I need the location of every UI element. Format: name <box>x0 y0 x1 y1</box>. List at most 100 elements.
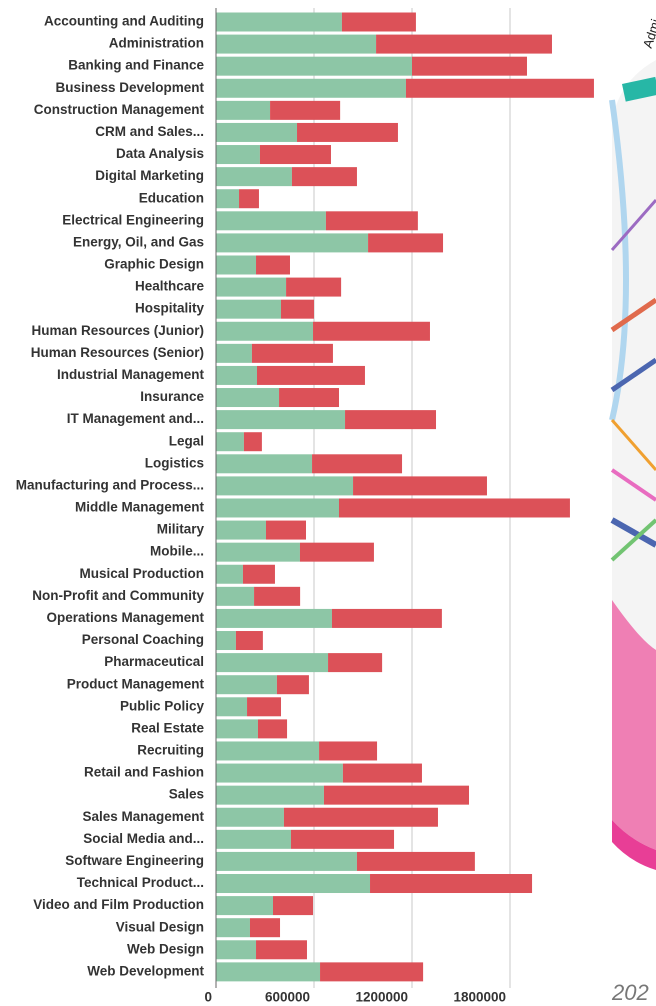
y-tick-label: Sales <box>169 787 204 802</box>
side-year: 202 <box>611 980 649 1005</box>
bar-segment <box>216 122 298 142</box>
y-tick-label: Product Management <box>67 676 205 691</box>
bar-segment <box>412 56 527 76</box>
y-tick-label: Social Media and... <box>83 831 204 846</box>
bar-segment <box>345 410 437 430</box>
bar-segment <box>323 785 470 805</box>
bar-segment <box>216 520 266 540</box>
bar-segment <box>331 608 442 628</box>
bar-segment <box>216 189 240 209</box>
bar-segment <box>216 432 244 452</box>
bar-segment <box>216 542 300 562</box>
y-tick-label: Mobile... <box>150 544 204 559</box>
bar-segment <box>216 763 343 783</box>
y-tick-label: Military <box>157 522 205 537</box>
bar-segment <box>216 719 258 739</box>
bar-segment <box>242 564 275 584</box>
bar-segment <box>356 851 475 871</box>
bar-segment <box>216 586 255 606</box>
bar-segment <box>216 829 291 849</box>
bar-segment <box>216 785 324 805</box>
bar-segment <box>216 34 377 54</box>
y-tick-label: Web Development <box>87 963 204 978</box>
x-tick-label: 0 <box>204 990 212 1005</box>
bar-segment <box>376 34 552 54</box>
bar-segment <box>290 829 395 849</box>
y-tick-label: Construction Management <box>34 102 205 117</box>
bar-segment <box>216 741 320 761</box>
y-tick-label: Hospitality <box>135 301 205 316</box>
bar-segment <box>297 122 398 142</box>
bar-segment <box>291 167 357 187</box>
bar-segment <box>216 410 346 430</box>
bar-segment <box>216 454 313 474</box>
bar-segment <box>265 520 306 540</box>
bar-segment <box>249 918 281 938</box>
bar-segment <box>270 100 341 120</box>
bar-segment <box>239 189 259 209</box>
bar-segment <box>320 962 424 982</box>
bar-segment <box>257 719 288 739</box>
bar-segment <box>216 78 406 98</box>
bar-segment <box>216 851 357 871</box>
bar-segment <box>338 498 570 518</box>
bar-segment <box>243 432 262 452</box>
y-tick-label: Web Design <box>127 941 204 956</box>
bar-segment <box>216 277 287 297</box>
y-tick-label: Software Engineering <box>65 853 204 868</box>
y-tick-label: Visual Design <box>116 919 204 934</box>
bar-segment <box>312 454 403 474</box>
y-tick-label: Operations Management <box>46 610 204 625</box>
y-tick-label: Pharmaceutical <box>104 654 204 669</box>
bar-segment <box>216 343 252 363</box>
bar-segment <box>216 476 354 496</box>
y-tick-label: Legal <box>169 433 204 448</box>
bar-segment <box>216 675 277 695</box>
y-tick-label: Administration <box>109 36 204 51</box>
bar-segment <box>216 962 321 982</box>
bar-segment <box>251 343 333 363</box>
bar-segment <box>299 542 374 562</box>
bar-segment <box>353 476 487 496</box>
bar-segment <box>286 277 342 297</box>
y-tick-label: Industrial Management <box>57 367 205 382</box>
bar-segment <box>216 56 412 76</box>
bar-segment <box>256 365 365 385</box>
bar-segment <box>254 586 301 606</box>
bar-segment <box>216 167 292 187</box>
bar-segment <box>216 564 243 584</box>
bar-segment <box>216 299 282 319</box>
y-tick-label: Middle Management <box>75 500 205 515</box>
y-tick-label: IT Management and... <box>67 411 204 426</box>
bar-segment <box>216 918 250 938</box>
bar-segment <box>405 78 594 98</box>
side-label: Admi <box>640 17 656 50</box>
y-tick-label: Business Development <box>55 80 204 95</box>
chord-diagram-fragment <box>609 60 656 870</box>
y-tick-label: Human Resources (Senior) <box>31 345 204 360</box>
bar-segment <box>216 12 342 32</box>
bar-segment <box>216 498 339 518</box>
bar-segment <box>216 608 332 628</box>
bar-segment <box>216 874 371 894</box>
bar-segment <box>235 631 263 651</box>
bar-segment <box>216 255 257 275</box>
y-tick-label: Technical Product... <box>77 875 204 890</box>
bar-segment <box>216 388 280 408</box>
y-tick-label: Manufacturing and Process... <box>16 477 204 492</box>
bar-segment <box>325 211 418 231</box>
y-tick-label: Graphic Design <box>104 257 204 272</box>
y-tick-label: Electrical Engineering <box>62 212 204 227</box>
bar-segment <box>216 896 274 916</box>
bar-segment <box>256 940 307 960</box>
y-tick-label: Real Estate <box>131 720 204 735</box>
y-tick-label: Recruiting <box>137 743 204 758</box>
y-tick-label: Personal Coaching <box>82 632 204 647</box>
y-tick-label: Public Policy <box>120 698 205 713</box>
bar-segment <box>370 874 533 894</box>
bar-segment <box>283 807 438 827</box>
y-tick-label: CRM and Sales... <box>95 124 204 139</box>
bar-segment <box>216 233 369 253</box>
bar-segment <box>279 388 339 408</box>
